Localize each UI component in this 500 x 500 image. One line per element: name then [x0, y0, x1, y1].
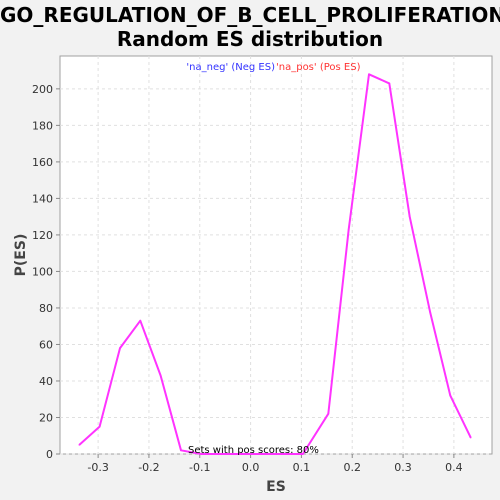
y-tick-label: 0: [46, 448, 53, 461]
annotation-text: Sets with pos scores: 80%: [188, 445, 319, 456]
data-point: [241, 453, 243, 455]
data-point: [327, 413, 330, 415]
x-tick-label: 0.3: [394, 461, 412, 474]
y-tick-label: 180: [32, 119, 53, 132]
x-tick-label: -0.3: [87, 461, 108, 474]
x-tick-label: -0.2: [138, 461, 159, 474]
series-line: [78, 73, 472, 455]
y-tick-label: 100: [32, 265, 53, 278]
plot-area: [59, 55, 493, 455]
legend: 'na_neg' (Neg ES)'na_pos' (Pos ES): [186, 62, 360, 73]
series-lines: [78, 73, 472, 455]
y-tick-label: 160: [32, 156, 53, 169]
data-point: [408, 215, 411, 218]
chart-subtitle: Random ES distribution: [116, 27, 384, 51]
x-tick-label: 0.1: [293, 461, 311, 474]
data-point: [368, 73, 370, 76]
legend-entry-pos: 'na_pos' (Pos ES): [276, 62, 361, 73]
data-point: [180, 449, 182, 452]
data-point: [78, 444, 81, 446]
chart-title: GO_REGULATION_OF_B_CELL_PROLIFERATION:: [0, 3, 500, 27]
x-tick-label: -0.1: [189, 461, 210, 474]
y-tick-label: 200: [32, 83, 53, 96]
data-point: [220, 453, 223, 455]
data-point: [200, 453, 203, 455]
data-point: [388, 82, 391, 85]
grid-lines: [60, 56, 492, 455]
y-tick-label: 140: [32, 192, 53, 205]
y-tick-label: 60: [39, 338, 53, 351]
x-tick-label: 0.2: [343, 461, 361, 474]
data-point: [429, 310, 431, 313]
y-tick-label: 120: [32, 229, 53, 242]
y-tick-label: 40: [39, 375, 53, 388]
data-point: [119, 347, 121, 349]
x-tick-label: 0.0: [242, 461, 260, 474]
data-point: [98, 425, 101, 428]
data-point: [469, 436, 472, 439]
data-point: [261, 453, 264, 455]
data-point: [159, 374, 162, 377]
axis-ticks: -0.3 -0.2 -0.1 0.0 0.1 0.2 0.3 0.4 0 20 40 60 80 100 1…: [32, 83, 463, 474]
data-point: [139, 319, 142, 322]
data-point: [449, 394, 452, 397]
y-tick-label: 20: [39, 411, 53, 424]
data-point: [347, 228, 350, 231]
legend-entry-neg: 'na_neg' (Neg ES): [186, 62, 275, 73]
data-point: [281, 453, 284, 455]
y-tick-label: 80: [39, 302, 53, 315]
data-point: [302, 453, 304, 455]
x-axis-label: ES: [266, 479, 286, 495]
x-tick-label: 0.4: [445, 461, 463, 474]
y-axis-label: P(ES): [13, 234, 29, 277]
